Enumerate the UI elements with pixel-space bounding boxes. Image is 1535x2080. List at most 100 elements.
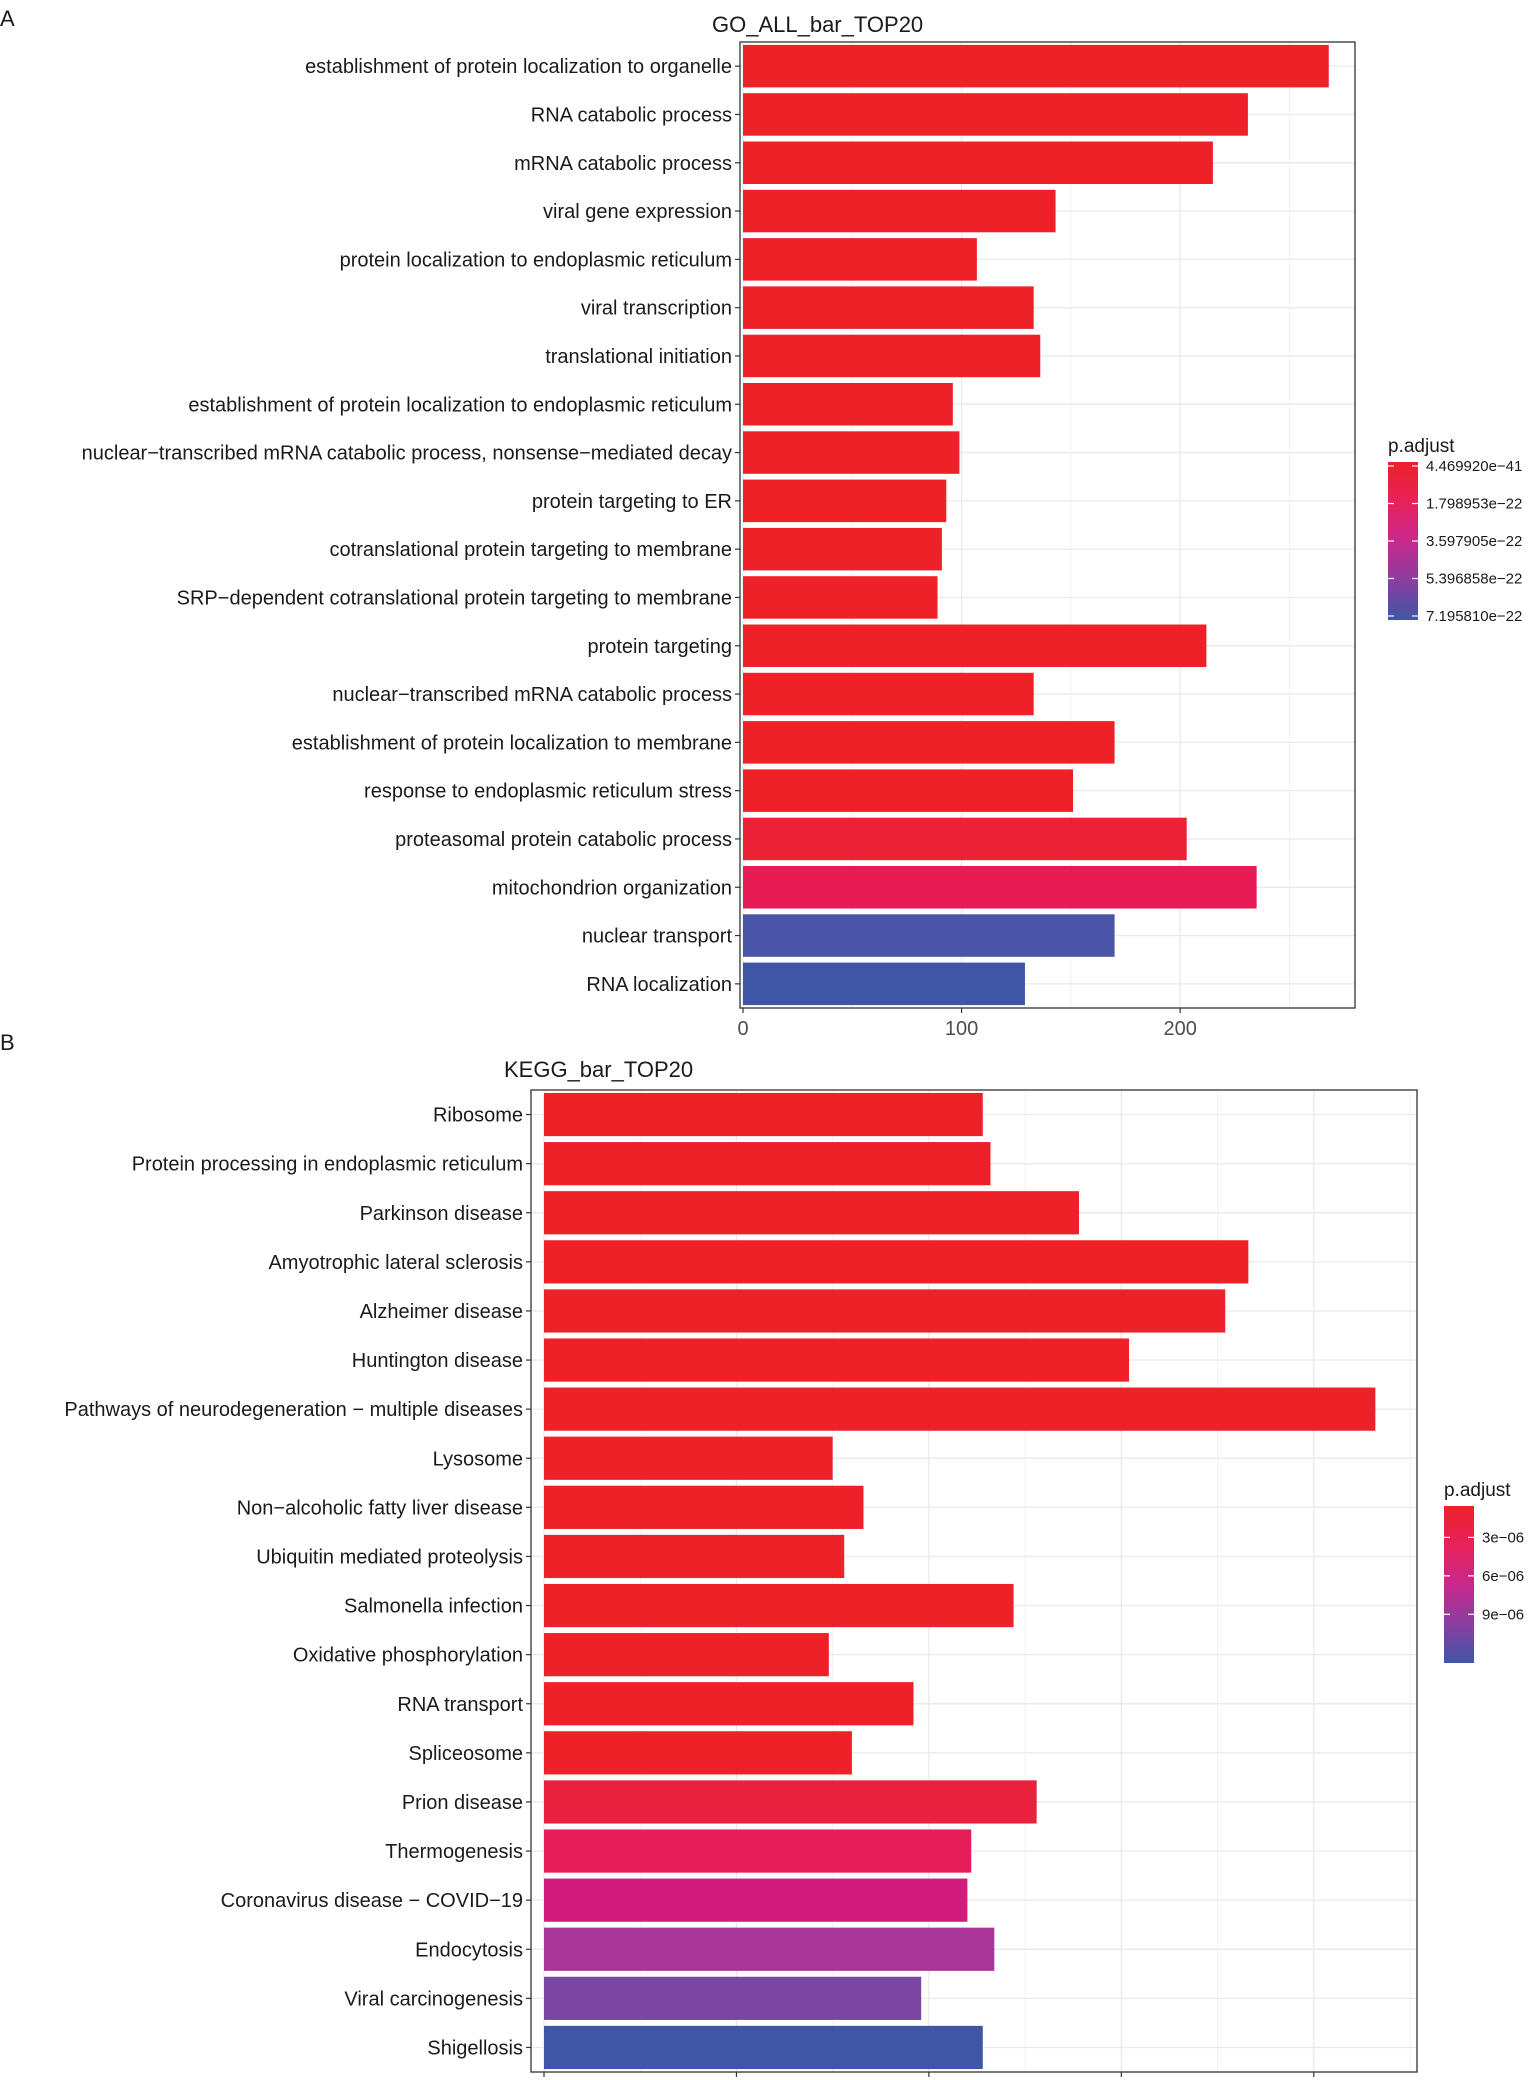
legend-title: p.adjust xyxy=(1444,1480,1511,1501)
bar xyxy=(743,286,1034,329)
bar xyxy=(743,334,1041,378)
bar xyxy=(544,1240,1249,1284)
category-label: Shigellosis xyxy=(427,2037,523,2059)
x-tick-label: 100 xyxy=(945,1018,978,1040)
category-label: establishment of protein localization to… xyxy=(188,394,732,416)
category-label: viral transcription xyxy=(581,298,732,320)
bar xyxy=(743,624,1207,668)
bar xyxy=(743,962,1025,1006)
bar xyxy=(544,1387,1376,1431)
bar xyxy=(743,769,1074,812)
bar xyxy=(743,93,1248,136)
x-tick-label: 200 xyxy=(1163,1018,1196,1040)
bar xyxy=(743,672,1034,716)
category-label: Endocytosis xyxy=(415,1939,523,1961)
panel-label: A xyxy=(0,6,15,31)
category-label: response to endoplasmic reticulum stress xyxy=(364,781,732,803)
category-label: Salmonella infection xyxy=(344,1596,523,1618)
category-label: Spliceosome xyxy=(408,1743,523,1765)
category-label: Prion disease xyxy=(402,1792,523,1814)
bar xyxy=(743,527,942,571)
bar xyxy=(743,44,1329,88)
bar xyxy=(544,1191,1079,1235)
category-label: proteasomal protein catabolic process xyxy=(395,829,732,851)
bar xyxy=(544,1927,995,1971)
category-label: Amyotrophic lateral sclerosis xyxy=(268,1252,523,1274)
category-label: translational initiation xyxy=(545,346,732,368)
category-label: Parkinson disease xyxy=(360,1203,523,1225)
category-label: establishment of protein localization to… xyxy=(305,56,732,78)
category-label: nuclear transport xyxy=(582,926,733,948)
category-label: Non−alcoholic fatty liver disease xyxy=(237,1497,523,1519)
category-label: establishment of protein localization to… xyxy=(292,732,732,754)
category-label: Protein processing in endoplasmic reticu… xyxy=(132,1154,523,1176)
bar xyxy=(544,1976,922,2020)
category-label: viral gene expression xyxy=(543,201,732,223)
legend-label: 7.195810e−22 xyxy=(1426,608,1522,625)
bar xyxy=(743,479,947,523)
category-label: Alzheimer disease xyxy=(360,1301,523,1323)
category-label: Huntington disease xyxy=(352,1350,523,1372)
category-label: Pathways of neurodegeneration − multiple… xyxy=(64,1399,523,1421)
category-label: SRP−dependent cotranslational protein ta… xyxy=(177,587,732,609)
bar xyxy=(544,1092,983,1137)
category-label: cotranslational protein targeting to mem… xyxy=(330,539,732,561)
legend-label: 3.597905e−22 xyxy=(1426,533,1522,550)
bar xyxy=(544,1829,972,1873)
bar xyxy=(544,1485,864,1529)
category-label: RNA localization xyxy=(586,974,732,996)
bar xyxy=(544,1731,852,1775)
bar xyxy=(743,721,1115,764)
legend-label: 1.798953e−22 xyxy=(1426,496,1522,513)
category-label: Ribosome xyxy=(433,1105,523,1127)
legend-label: 9e−06 xyxy=(1482,1606,1524,1623)
category-label: nuclear−transcribed mRNA catabolic proce… xyxy=(332,684,732,706)
bar xyxy=(544,1534,845,1579)
category-label: Oxidative phosphorylation xyxy=(293,1645,523,1667)
bar xyxy=(743,238,977,281)
bar xyxy=(743,189,1056,233)
bar xyxy=(544,1682,914,1726)
category-label: Lysosome xyxy=(433,1448,523,1470)
category-label: Ubiquitin mediated proteolysis xyxy=(256,1546,523,1568)
category-label: protein targeting to ER xyxy=(532,491,732,513)
bar xyxy=(743,914,1115,957)
category-label: nuclear−transcribed mRNA catabolic proce… xyxy=(82,443,732,465)
legend-label: 3e−06 xyxy=(1482,1529,1524,1546)
category-label: mitochondrion organization xyxy=(492,877,732,899)
chart-title: KEGG_bar_TOP20 xyxy=(504,1057,693,1082)
bar xyxy=(743,382,953,426)
plot-border xyxy=(739,41,1356,1009)
category-label: protein localization to endoplasmic reti… xyxy=(340,249,732,271)
bar xyxy=(544,1633,829,1677)
bar xyxy=(544,2025,983,2070)
bar xyxy=(544,1436,833,1480)
bar xyxy=(743,865,1257,909)
category-label: RNA catabolic process xyxy=(531,104,732,126)
bar xyxy=(544,1780,1037,1824)
category-label: mRNA catabolic process xyxy=(514,153,732,175)
x-tick-label: 0 xyxy=(737,1018,748,1040)
category-label: Coronavirus disease − COVID−19 xyxy=(221,1890,523,1912)
kegg-bar-chart: B KEGG_bar_TOP20 Ribosome Protein processin… xyxy=(0,1030,1524,2077)
legend-colorbar xyxy=(1444,1506,1474,1663)
panel-label: B xyxy=(0,1030,15,1055)
category-label: Thermogenesis xyxy=(385,1841,523,1863)
bar xyxy=(544,1583,1014,1628)
bar xyxy=(743,141,1213,185)
bar xyxy=(544,1289,1226,1333)
go-bar-chart: A GO_ALL_bar_TOP20 establishment of protei… xyxy=(0,6,1522,1040)
bar xyxy=(743,576,938,619)
legend-title: p.adjust xyxy=(1388,436,1455,457)
bar xyxy=(544,1878,968,1922)
chart-title: GO_ALL_bar_TOP20 xyxy=(712,12,923,37)
legend-label: 4.469920e−41 xyxy=(1426,458,1522,475)
plot-border xyxy=(530,1089,1418,2073)
category-label: RNA transport xyxy=(397,1694,523,1716)
legend-label: 5.396858e−22 xyxy=(1426,571,1522,588)
legend-label: 6e−06 xyxy=(1482,1568,1524,1585)
bar xyxy=(743,431,960,474)
bar xyxy=(544,1142,991,1186)
bar xyxy=(743,817,1187,861)
